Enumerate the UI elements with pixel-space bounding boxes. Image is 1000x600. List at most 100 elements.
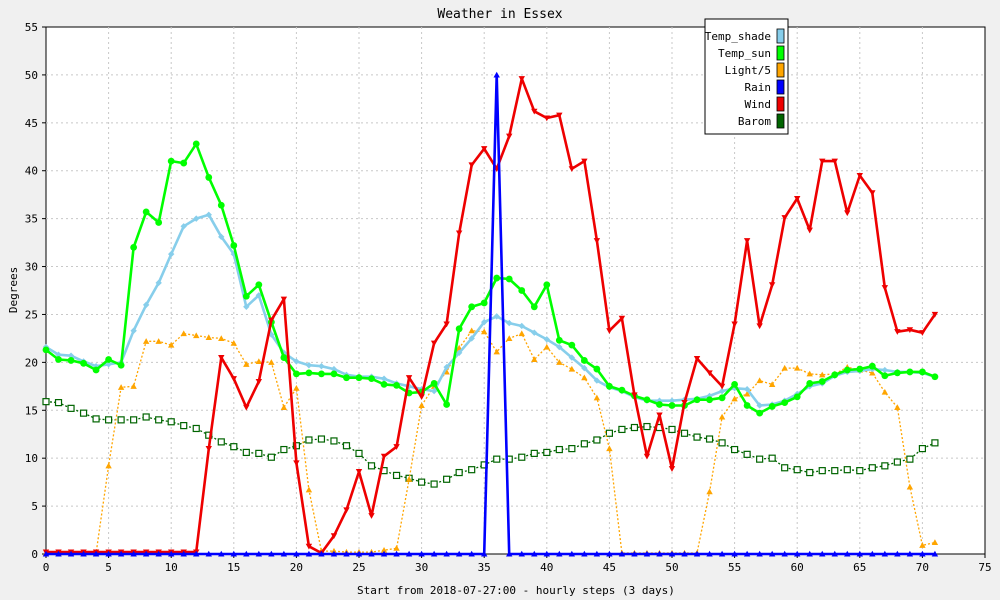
data-point-barom — [355, 449, 363, 457]
data-point-light-5 — [606, 445, 613, 452]
data-point-temp-sun — [480, 299, 488, 307]
data-point-light-5 — [168, 341, 175, 348]
data-point-barom — [518, 453, 526, 461]
data-point-light-5 — [581, 374, 588, 381]
data-point-rain — [643, 550, 651, 557]
data-point-wind — [205, 446, 212, 452]
data-point-temp-sun — [142, 208, 150, 216]
data-point-barom — [568, 445, 576, 453]
x-tick-label: 50 — [665, 561, 678, 574]
data-point-temp-sun — [343, 374, 350, 382]
data-point-temp-sun — [155, 219, 163, 226]
data-point-wind — [455, 230, 463, 237]
data-point-light-5 — [268, 359, 275, 365]
legend-swatch — [776, 45, 785, 61]
data-point-rain — [731, 550, 738, 557]
data-point-light-5 — [230, 340, 237, 346]
data-point-wind — [806, 227, 813, 234]
data-point-wind — [844, 210, 851, 217]
data-point-wind — [255, 378, 263, 385]
data-point-wind — [380, 453, 388, 460]
y-tick-label: 45 — [25, 117, 38, 130]
x-axis-title: Start from 2018-07-27:00 - hourly steps … — [357, 584, 675, 597]
data-point-rain — [92, 550, 100, 557]
data-point-barom — [756, 455, 764, 463]
y-axis-ticks: 0 5 10 15 20 25 30 35 40 45 50 55 — [25, 21, 46, 561]
data-point-light-5 — [105, 462, 112, 469]
data-point-rain — [693, 550, 701, 557]
legend-swatch — [776, 79, 785, 95]
data-point-barom — [443, 475, 451, 483]
data-point-light-5 — [305, 486, 313, 493]
data-point-rain — [531, 550, 538, 557]
x-tick-label: 25 — [352, 561, 365, 574]
data-point-wind — [919, 330, 926, 336]
data-point-temp-sun — [167, 157, 175, 165]
data-point-wind — [430, 340, 438, 347]
data-point-temp-sun — [55, 356, 62, 363]
data-point-light-5 — [380, 546, 388, 553]
data-point-barom — [130, 416, 138, 424]
data-point-rain — [568, 550, 576, 557]
data-point-temp-shade — [305, 362, 313, 369]
data-point-light-5 — [731, 395, 738, 402]
data-point-light-5 — [781, 364, 788, 371]
data-point-barom — [468, 466, 476, 474]
x-tick-label: 45 — [603, 561, 616, 574]
series-temp-sun — [42, 140, 939, 417]
data-point-barom — [931, 439, 939, 447]
data-point-rain — [718, 550, 726, 557]
legend-swatch — [776, 96, 785, 112]
data-point-light-5 — [906, 483, 914, 490]
data-point-wind — [293, 460, 300, 467]
data-point-wind — [831, 158, 838, 165]
data-point-temp-sun — [180, 159, 188, 167]
data-point-temp-shade — [155, 279, 162, 287]
data-point-wind — [343, 507, 350, 514]
data-point-temp-sun — [505, 275, 513, 283]
data-point-rain — [218, 550, 225, 557]
y-axis-title: Degrees — [7, 267, 20, 313]
data-point-light-5 — [593, 394, 601, 401]
data-point-wind — [243, 404, 250, 411]
data-point-wind — [368, 513, 375, 519]
data-point-temp-shade — [881, 366, 889, 374]
data-point-barom — [593, 436, 601, 444]
data-point-temp-sun — [67, 357, 75, 364]
data-point-temp-shade — [130, 327, 137, 334]
data-point-rain — [268, 550, 275, 557]
data-point-wind — [906, 327, 914, 333]
data-point-temp-shade — [293, 358, 300, 365]
data-point-rain — [418, 550, 425, 557]
data-point-temp-sun — [205, 174, 213, 181]
data-point-temp-shade — [568, 354, 576, 361]
data-point-rain — [330, 550, 338, 557]
data-point-barom — [693, 433, 701, 441]
legend-swatch — [776, 28, 785, 44]
x-tick-label: 35 — [478, 561, 491, 574]
y-tick-label: 15 — [25, 404, 38, 417]
data-point-light-5 — [481, 328, 488, 335]
data-point-temp-shade — [142, 301, 150, 309]
data-point-wind — [305, 543, 313, 550]
data-point-temp-sun — [80, 359, 87, 367]
data-point-rain — [293, 550, 300, 557]
data-point-temp-sun — [393, 381, 400, 389]
data-point-rain — [130, 550, 137, 557]
legend-label: Wind — [745, 98, 772, 111]
data-point-wind — [819, 158, 826, 165]
data-point-rain — [155, 550, 162, 557]
data-point-rain — [67, 550, 75, 557]
data-point-barom — [79, 409, 88, 417]
data-point-barom — [580, 440, 588, 448]
data-point-light-5 — [418, 402, 425, 409]
data-point-barom — [918, 445, 927, 453]
data-point-wind — [280, 296, 288, 303]
data-point-rain — [343, 550, 350, 557]
series-barom — [42, 398, 939, 488]
data-point-wind — [405, 375, 413, 381]
data-point-rain — [42, 550, 50, 557]
data-point-rain — [368, 550, 375, 557]
data-point-temp-sun — [643, 396, 651, 404]
